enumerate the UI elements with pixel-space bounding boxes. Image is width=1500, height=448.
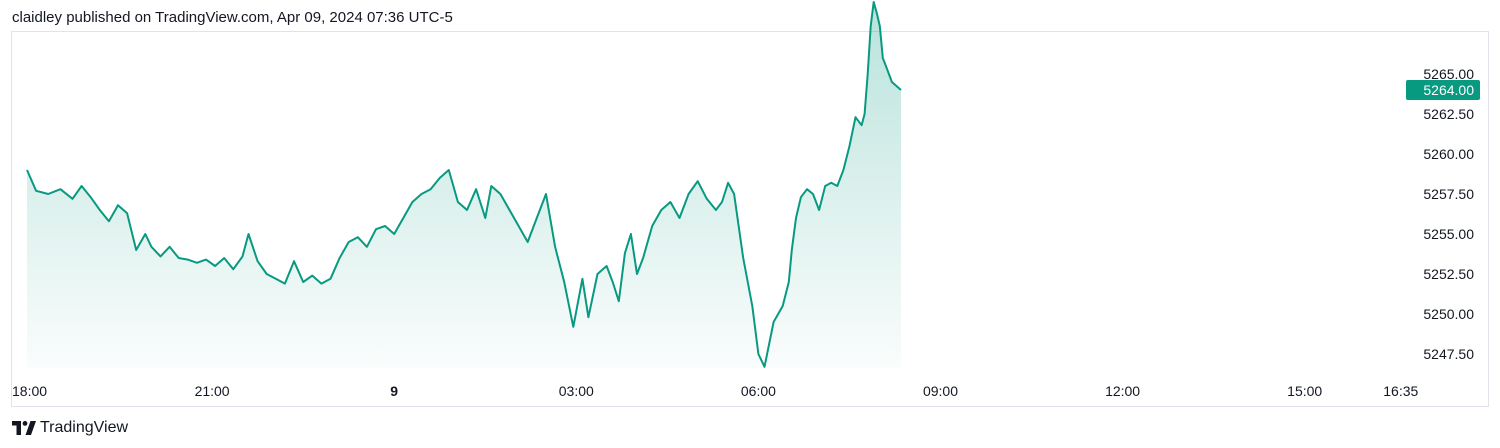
price-series-line[interactable] bbox=[26, 1, 902, 368]
x-tick-label: 06:00 bbox=[741, 383, 776, 399]
x-tick-label: 03:00 bbox=[559, 383, 594, 399]
x-tick-label: 21:00 bbox=[195, 383, 230, 399]
y-tick-label: 5250.00 bbox=[1423, 306, 1474, 322]
y-tick-label: 5262.50 bbox=[1423, 106, 1474, 122]
x-tick-label: 15:00 bbox=[1287, 383, 1322, 399]
chart-frame bbox=[11, 31, 1489, 407]
x-tick-label: 09:00 bbox=[923, 383, 958, 399]
y-tick-label: 5257.50 bbox=[1423, 186, 1474, 202]
y-tick-label: 5265.00 bbox=[1423, 66, 1474, 82]
publish-info: claidley published on TradingView.com, A… bbox=[12, 9, 453, 26]
x-tick-label: 18:00 bbox=[12, 383, 47, 399]
tradingview-logo[interactable]: TradingView bbox=[12, 418, 128, 438]
y-tick-label: 5260.00 bbox=[1423, 146, 1474, 162]
x-tick-label: 16:35 bbox=[1383, 383, 1418, 399]
y-tick-label: 5252.50 bbox=[1423, 266, 1474, 282]
last-price-label: 5264.00 bbox=[1423, 82, 1474, 98]
tradingview-logo-icon bbox=[12, 421, 36, 435]
last-price-badge bbox=[1406, 80, 1480, 100]
price-area-fill bbox=[27, 2, 901, 368]
y-tick-label: 5255.00 bbox=[1423, 226, 1474, 242]
y-tick-label: 5247.50 bbox=[1423, 346, 1474, 362]
x-tick-label: 12:00 bbox=[1105, 383, 1140, 399]
tradingview-logo-text: TradingView bbox=[40, 419, 129, 436]
x-tick-label: 9 bbox=[390, 383, 398, 399]
